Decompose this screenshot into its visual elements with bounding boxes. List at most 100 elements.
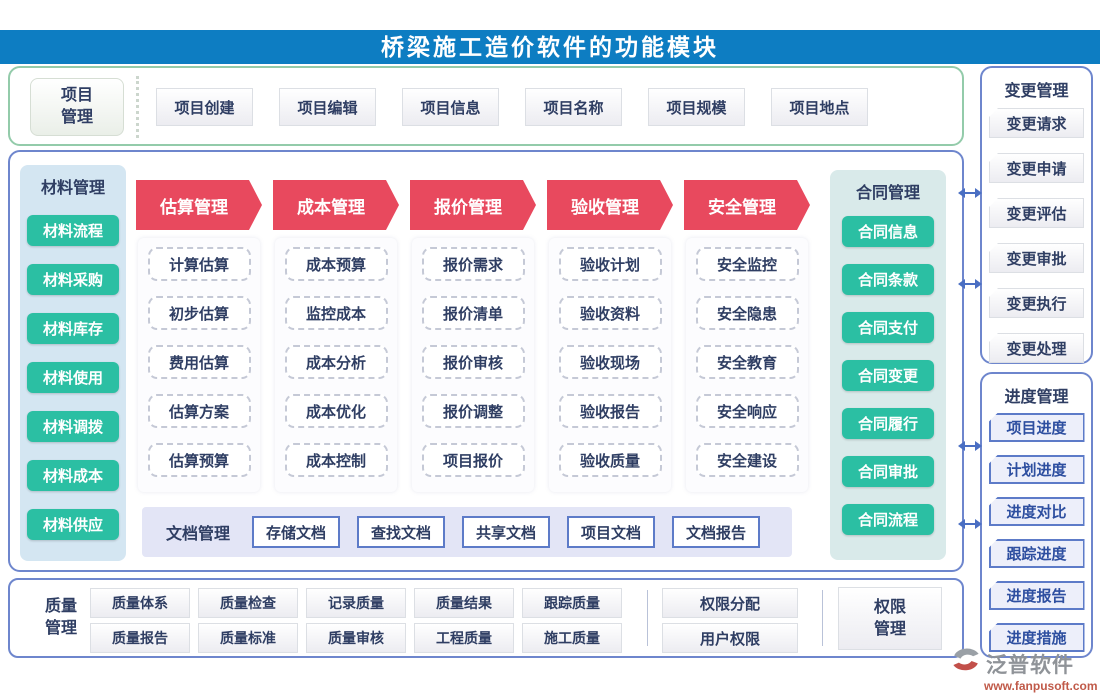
acceptance-item[interactable]: 验收报告 bbox=[558, 394, 662, 428]
vertical-divider bbox=[647, 590, 648, 646]
change-items: 变更请求 变更申请 变更评估 变更审批 变更执行 变更处理 bbox=[982, 108, 1091, 363]
process-columns: 估算管理 计算估算 初步估算 费用估算 估算方案 估算预算 成本管理 成本预算 … bbox=[136, 180, 810, 492]
contract-item[interactable]: 合同支付 bbox=[842, 312, 934, 343]
quality-item[interactable]: 质量报告 bbox=[90, 623, 190, 653]
document-item[interactable]: 项目文档 bbox=[567, 516, 656, 548]
material-item[interactable]: 材料使用 bbox=[27, 362, 119, 393]
progress-panel-title: 进度管理 bbox=[1004, 389, 1069, 406]
project-item[interactable]: 项目创建 bbox=[156, 88, 253, 126]
cost-item[interactable]: 成本分析 bbox=[284, 345, 388, 379]
contract-item[interactable]: 合同流程 bbox=[842, 504, 934, 535]
cost-item[interactable]: 成本预算 bbox=[284, 247, 388, 281]
project-item[interactable]: 项目规模 bbox=[648, 88, 745, 126]
material-item[interactable]: 材料成本 bbox=[27, 460, 119, 491]
column-card: 安全监控 安全隐患 安全教育 安全响应 安全建设 bbox=[686, 238, 808, 492]
change-item[interactable]: 变更审批 bbox=[989, 243, 1084, 273]
estimate-item[interactable]: 费用估算 bbox=[147, 345, 251, 379]
progress-item[interactable]: 进度对比 bbox=[988, 497, 1085, 526]
change-item[interactable]: 变更评估 bbox=[989, 198, 1084, 228]
quality-item[interactable]: 质量体系 bbox=[90, 588, 190, 618]
material-item[interactable]: 材料流程 bbox=[27, 215, 119, 246]
acceptance-item[interactable]: 验收计划 bbox=[558, 247, 662, 281]
quote-item[interactable]: 报价调整 bbox=[421, 394, 525, 428]
acceptance-item[interactable]: 验收质量 bbox=[558, 443, 662, 477]
cost-item[interactable]: 监控成本 bbox=[284, 296, 388, 330]
change-item[interactable]: 变更执行 bbox=[989, 288, 1084, 318]
safety-item[interactable]: 安全教育 bbox=[695, 345, 799, 379]
cost-item[interactable]: 成本控制 bbox=[284, 443, 388, 477]
change-item[interactable]: 变更处理 bbox=[989, 333, 1084, 363]
process-column-safety: 安全管理 安全监控 安全隐患 安全教育 安全响应 安全建设 bbox=[684, 180, 810, 492]
column-card: 验收计划 验收资料 验收现场 验收报告 验收质量 bbox=[549, 238, 671, 492]
quality-item[interactable]: 跟踪质量 bbox=[522, 588, 622, 618]
document-item[interactable]: 文档报告 bbox=[672, 516, 761, 548]
safety-item[interactable]: 安全建设 bbox=[695, 443, 799, 477]
quality-item[interactable]: 质量结果 bbox=[414, 588, 514, 618]
progress-item[interactable]: 跟踪进度 bbox=[988, 539, 1085, 568]
quality-item[interactable]: 工程质量 bbox=[414, 623, 514, 653]
document-label: 文档管理 bbox=[166, 526, 231, 543]
material-item[interactable]: 材料供应 bbox=[27, 509, 119, 540]
document-item[interactable]: 共享文档 bbox=[462, 516, 551, 548]
safety-item[interactable]: 安全响应 bbox=[695, 394, 799, 428]
material-item[interactable]: 材料采购 bbox=[27, 264, 119, 295]
progress-panel: 进度管理 项目进度 计划进度 进度对比 跟踪进度 进度报告 进度措施 bbox=[980, 372, 1093, 658]
estimate-item[interactable]: 初步估算 bbox=[147, 296, 251, 330]
material-item[interactable]: 材料库存 bbox=[27, 313, 119, 344]
quote-item[interactable]: 报价需求 bbox=[421, 247, 525, 281]
quality-item[interactable]: 质量审核 bbox=[306, 623, 406, 653]
acceptance-item[interactable]: 验收资料 bbox=[558, 296, 662, 330]
column-header-arrow: 报价管理 bbox=[410, 180, 536, 230]
quote-item[interactable]: 报价审核 bbox=[421, 345, 525, 379]
contract-item[interactable]: 合同变更 bbox=[842, 360, 934, 391]
link-double-arrow-icon bbox=[957, 517, 983, 529]
quote-item[interactable]: 报价清单 bbox=[421, 296, 525, 330]
quote-item[interactable]: 项目报价 bbox=[421, 443, 525, 477]
quality-item[interactable]: 质量检查 bbox=[198, 588, 298, 618]
progress-item[interactable]: 计划进度 bbox=[988, 455, 1085, 484]
project-panel: 项目 管理 项目创建 项目编辑 项目信息 项目名称 项目规模 项目地点 bbox=[8, 66, 964, 146]
change-item[interactable]: 变更请求 bbox=[989, 108, 1084, 138]
link-double-arrow-icon bbox=[957, 439, 983, 451]
progress-item[interactable]: 项目进度 bbox=[988, 413, 1085, 442]
project-item[interactable]: 项目信息 bbox=[402, 88, 499, 126]
change-panel-title: 变更管理 bbox=[1004, 83, 1069, 100]
column-header-arrow: 验收管理 bbox=[547, 180, 673, 230]
material-item[interactable]: 材料调拨 bbox=[27, 411, 119, 442]
permission-module-label: 权限 管理 bbox=[838, 587, 942, 650]
quality-item[interactable]: 施工质量 bbox=[522, 623, 622, 653]
contract-item[interactable]: 合同条款 bbox=[842, 264, 934, 295]
contract-item[interactable]: 合同审批 bbox=[842, 456, 934, 487]
document-items: 存储文档 查找文档 共享文档 项目文档 文档报告 bbox=[252, 516, 761, 548]
vendor-url[interactable]: www.fanpusoft.com bbox=[984, 679, 1098, 693]
permission-item[interactable]: 用户权限 bbox=[662, 623, 798, 653]
link-double-arrow-icon bbox=[957, 186, 983, 198]
estimate-item[interactable]: 计算估算 bbox=[147, 247, 251, 281]
contract-item[interactable]: 合同履行 bbox=[842, 408, 934, 439]
permission-item[interactable]: 权限分配 bbox=[662, 588, 798, 618]
quality-item[interactable]: 记录质量 bbox=[306, 588, 406, 618]
document-item[interactable]: 查找文档 bbox=[357, 516, 446, 548]
quality-item[interactable]: 质量标准 bbox=[198, 623, 298, 653]
progress-item[interactable]: 进度措施 bbox=[988, 623, 1085, 652]
vertical-divider bbox=[822, 590, 823, 646]
contract-item[interactable]: 合同信息 bbox=[842, 216, 934, 247]
vendor-logo: 泛普软件 www.fanpusoft.com bbox=[950, 646, 1100, 693]
project-item[interactable]: 项目地点 bbox=[771, 88, 868, 126]
progress-item[interactable]: 进度报告 bbox=[988, 581, 1085, 610]
estimate-item[interactable]: 估算预算 bbox=[147, 443, 251, 477]
safety-item[interactable]: 安全隐患 bbox=[695, 296, 799, 330]
vendor-name: 泛普软件 bbox=[986, 653, 1074, 677]
process-column-cost: 成本管理 成本预算 监控成本 成本分析 成本优化 成本控制 bbox=[273, 180, 399, 492]
project-item[interactable]: 项目编辑 bbox=[279, 88, 376, 126]
project-item[interactable]: 项目名称 bbox=[525, 88, 622, 126]
acceptance-item[interactable]: 验收现场 bbox=[558, 345, 662, 379]
estimate-item[interactable]: 估算方案 bbox=[147, 394, 251, 428]
safety-item[interactable]: 安全监控 bbox=[695, 247, 799, 281]
document-item[interactable]: 存储文档 bbox=[252, 516, 341, 548]
column-header-arrow: 成本管理 bbox=[273, 180, 399, 230]
change-item[interactable]: 变更申请 bbox=[989, 153, 1084, 183]
cost-item[interactable]: 成本优化 bbox=[284, 394, 388, 428]
fanpu-logo-icon bbox=[950, 646, 982, 681]
